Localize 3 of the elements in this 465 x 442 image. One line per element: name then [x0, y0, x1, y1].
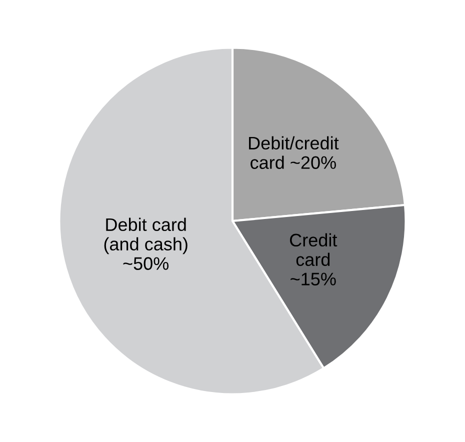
slice-label: Credit card ~15%	[290, 233, 338, 286]
slice-label: Debit card (and cash) ~50%	[104, 218, 188, 270]
slice-label: Debit/credit card ~20%	[249, 136, 339, 169]
